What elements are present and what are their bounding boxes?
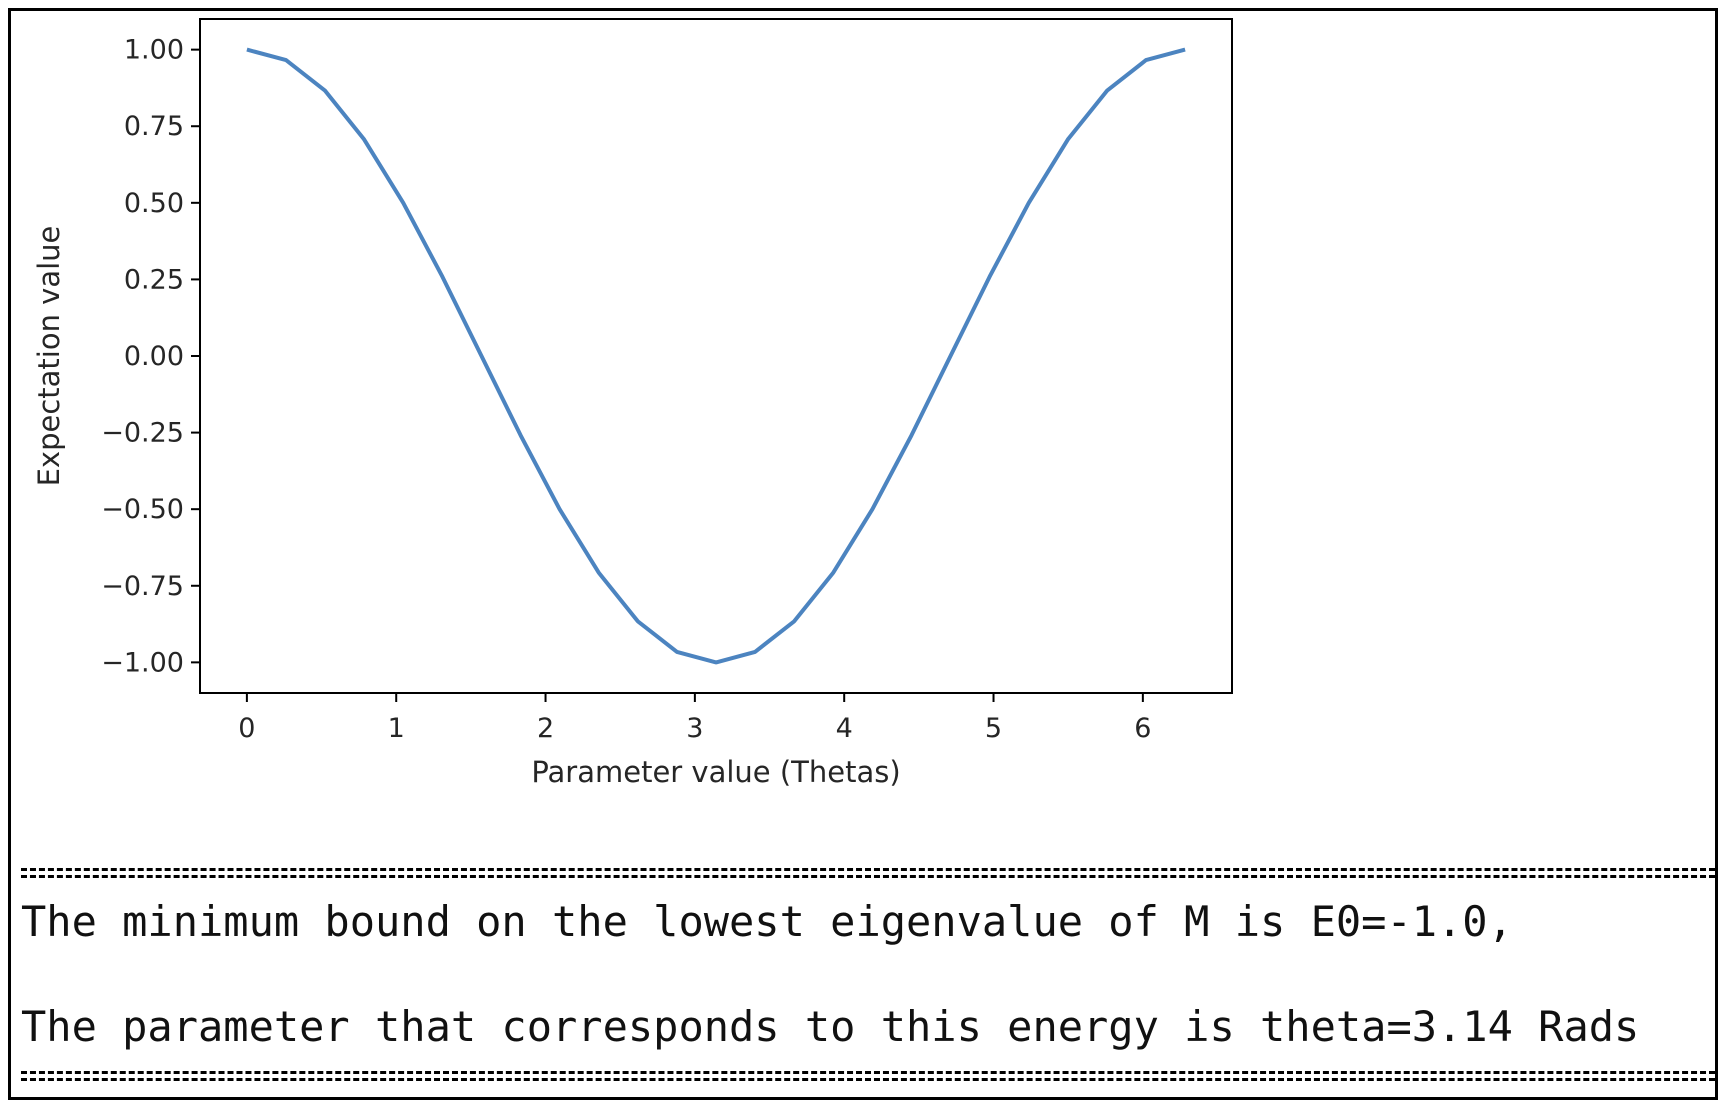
y-tick-label: 0.25: [124, 264, 184, 295]
y-tick-label: −0.50: [101, 494, 184, 525]
x-tick-label: 4: [836, 713, 853, 744]
x-tick-label: 3: [686, 713, 703, 744]
x-axis-label: Parameter value (Thetas): [531, 755, 900, 789]
series-line: [246, 47, 1186, 665]
separator-top: [21, 868, 1715, 878]
y-tick-label: 1.00: [124, 35, 184, 66]
separator-bottom: [21, 1071, 1715, 1081]
y-tick-label: 0.00: [124, 341, 184, 372]
y-tick-label: 0.75: [124, 111, 184, 142]
x-tick-label: 2: [537, 713, 554, 744]
x-tick-label: 6: [1134, 713, 1151, 744]
y-tick-label: −0.25: [101, 418, 184, 449]
expectation-chart: 0 1 2 3 4 5 6 1.00 0.75 0.50 0.25 0.00 −0.25 −0.50 −0…: [32, 18, 1233, 789]
x-tick-label: 0: [238, 713, 255, 744]
output-line-eigenvalue: The minimum bound on the lowest eigenval…: [21, 897, 1513, 946]
output-line-theta: The parameter that corresponds to this e…: [21, 1002, 1640, 1051]
x-tick-label: 1: [388, 713, 405, 744]
y-tick-label: 0.50: [124, 188, 184, 219]
plot-area: [199, 18, 1233, 694]
output-frame: 0 1 2 3 4 5 6 1.00 0.75 0.50 0.25 0.00 −0.25 −0.50 −0…: [8, 8, 1718, 1100]
x-tick-label: 5: [985, 713, 1002, 744]
y-tick-label: −0.75: [101, 571, 184, 602]
y-axis-label: Expectation value: [32, 226, 66, 487]
y-tick-label: −1.00: [101, 647, 184, 678]
